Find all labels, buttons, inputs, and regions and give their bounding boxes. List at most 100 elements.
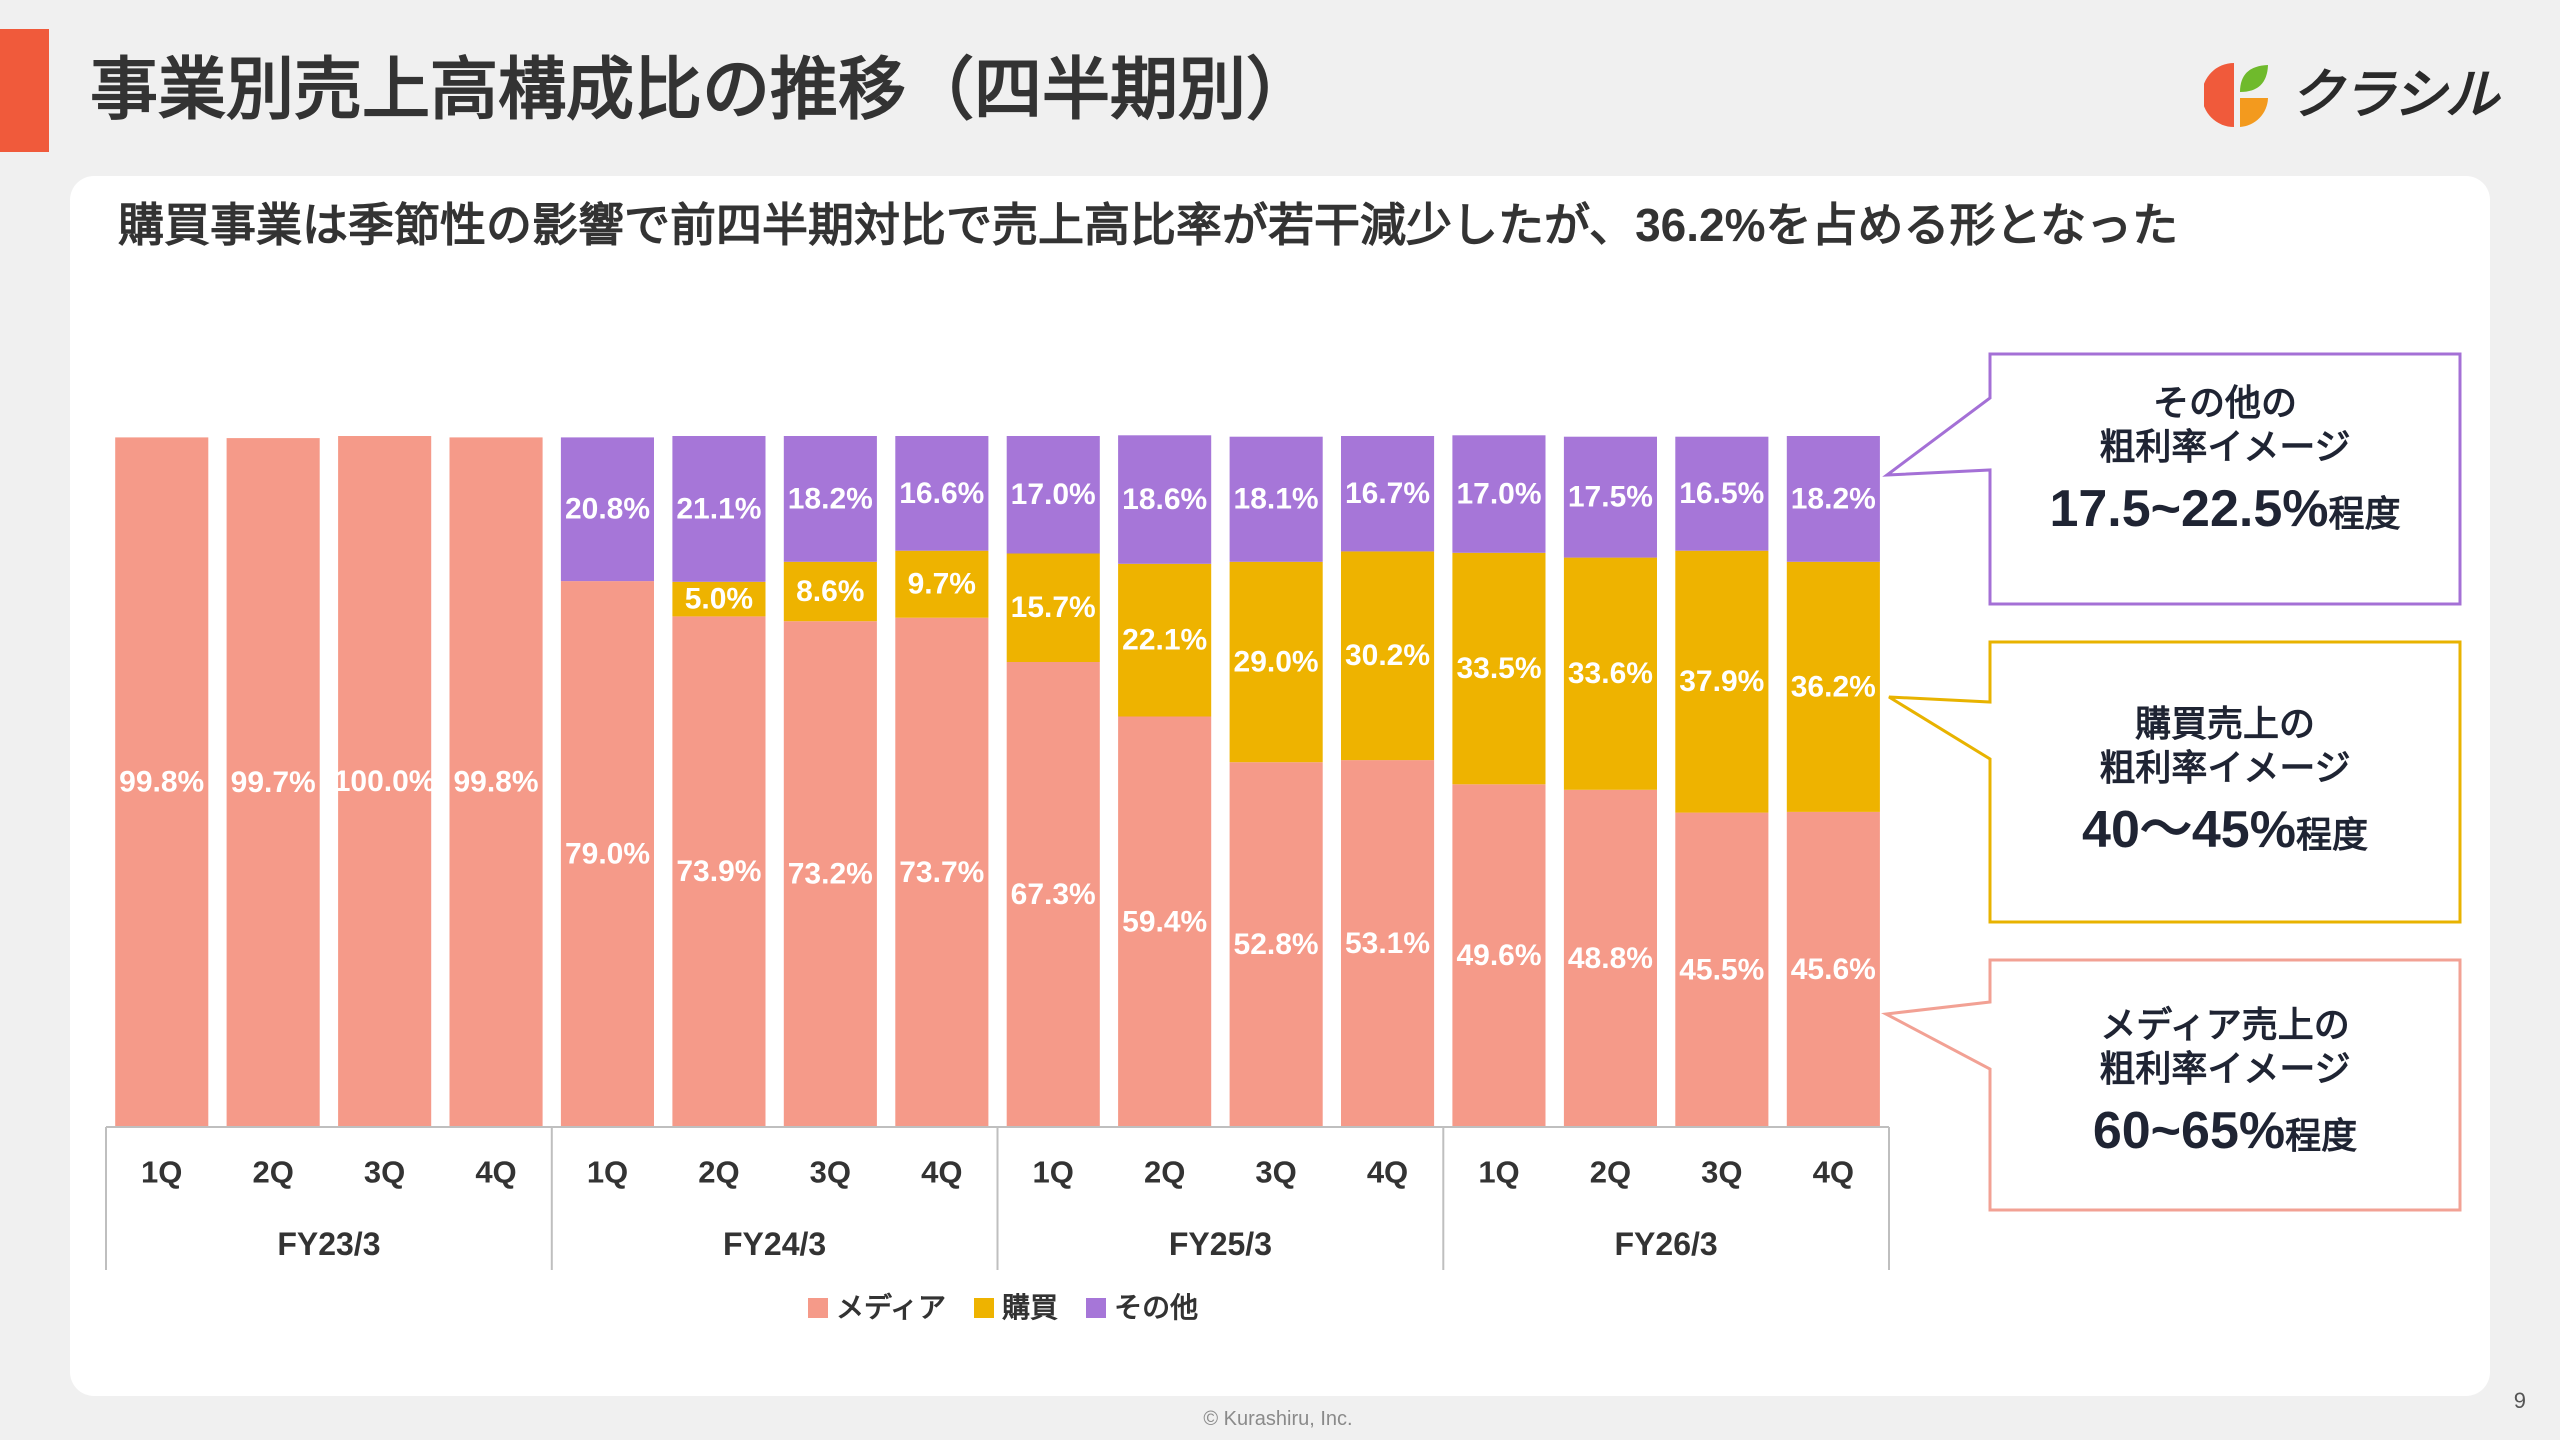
quarter-label: 4Q [475,1155,516,1190]
bar-segment [1675,436,1769,551]
bar-segment [560,437,654,582]
bar-segment [115,437,209,1127]
data-label: 73.9% [676,855,761,888]
data-label: 5.0% [685,583,753,616]
callout-line: 購買売上の [2134,703,2315,744]
bar-segment [1563,436,1657,558]
legend-swatch [974,1298,995,1318]
data-label: 73.2% [788,858,873,891]
fiscal-year-label: FY26/3 [1615,1226,1718,1262]
bar-segment [1786,561,1880,812]
bar-segment [783,621,877,1127]
data-label: 53.1% [1345,927,1430,960]
bar-segment [895,617,989,1127]
bar-segment [1229,762,1323,1127]
quarter-label: 2Q [253,1155,294,1190]
callout-line: 粗利率イメージ [2099,426,2351,467]
data-label: 9.7% [908,568,976,601]
callout-line: 粗利率イメージ [2099,747,2351,788]
legend-swatch [1086,1298,1107,1318]
data-label: 67.3% [1011,878,1096,911]
quarter-label: 1Q [1033,1155,1074,1190]
data-label: 16.7% [1345,477,1430,510]
callouts-layer [1881,352,2462,1212]
callout-value: 60~65% [2092,1102,2286,1160]
legend-item-purchase: 購買 [974,1290,1058,1326]
bar-segment [1118,716,1212,1127]
brand-logo: クラシル [2204,60,2499,130]
data-label: 73.7% [899,856,984,889]
callout-box-media [1881,958,2462,1212]
callout-value: 40〜45% [2082,801,2296,859]
callout-value: 17.5~22.5% [2049,480,2329,538]
callout-box-purchase [1888,640,2462,924]
data-label: 15.7% [1011,591,1096,624]
bar-segment [1675,812,1769,1127]
callout-box-other [1882,352,2462,606]
callout-line: その他の [2152,382,2297,423]
quarter-label: 3Q [1255,1155,1296,1190]
quarter-label: 1Q [141,1155,182,1190]
legend-label: 購買 [1002,1292,1059,1323]
title-accent-bar [0,29,49,152]
bar-segment [1341,551,1435,761]
bar-segment [672,436,766,582]
quarter-label: 3Q [364,1155,405,1190]
footer-copyright: © Kurashiru, Inc. [1203,1408,1353,1430]
bar-segment [783,436,877,562]
bar-segment [1006,553,1100,662]
quarter-label: 2Q [698,1155,739,1190]
data-label: 99.8% [453,766,538,799]
data-label: 20.8% [565,493,650,526]
bar-segment [1452,435,1546,553]
bar-segment [1229,436,1323,562]
callout-suffix: 程度 [2295,814,2368,855]
callout-value-row: 60~65%程度 [1990,1091,2460,1171]
slide-subtitle: 購買事業は季節性の影響で前四半期対比で売上高比率が若干減少したが、36.2%を占… [118,199,2179,251]
quarter-label: 4Q [921,1155,962,1190]
data-label: 21.1% [676,492,761,525]
data-label: 33.5% [1456,652,1541,685]
data-label: 22.1% [1122,624,1207,657]
fiscal-year-label: FY23/3 [277,1226,380,1262]
bar-segment [1675,550,1769,813]
callout-value-row: 17.5~22.5%程度 [1990,469,2460,549]
bar-segment [1006,662,1100,1127]
page-title: 事業別売上高構成比の推移（四半期別） [90,52,1315,128]
bar-segment [895,550,989,618]
data-label: 79.0% [565,838,650,871]
data-label: 100.0% [334,765,436,798]
bar-segment [1341,760,1435,1127]
bar-segment [226,438,320,1128]
bar-segment [560,581,654,1127]
bar-segment [895,436,989,551]
bar-segment [1786,436,1880,562]
x-axis: 1Q 2Q 3Q 4Q 1Q 2Q 3Q 4Q 1Q 2Q 3Q 4Q 1Q 2Q 3Q 4Q FY23/3 FY… [105,1126,1890,1270]
data-label: 99.8% [119,766,204,799]
fiscal-year-label: FY24/3 [723,1226,826,1262]
bar-segment [338,436,432,1127]
data-label: 99.7% [231,766,316,799]
bar-segment [783,561,877,622]
data-label: 18.1% [1234,483,1319,516]
legend-label: メディア [836,1292,947,1323]
bar-segment [1452,552,1546,785]
data-label: 16.6% [899,477,984,510]
callout-other-text: その他の 粗利率イメージ 17.5~22.5%程度 [1990,381,2460,549]
bar-segment [1563,557,1657,790]
data-label: 18.2% [1791,482,1876,515]
kurashiru-logo-icon [2204,63,2268,127]
brand-logo-text: クラシル [2290,65,2499,125]
legend-item-media: メディア [808,1290,946,1326]
bar-segment [1229,561,1323,763]
bar-segment [1118,563,1212,717]
quarter-label: 2Q [1144,1155,1185,1190]
data-label: 8.6% [796,575,864,608]
quarter-label: 2Q [1590,1155,1631,1190]
legend-label: その他 [1114,1292,1199,1323]
bar-segment [1452,784,1546,1127]
data-label: 45.6% [1791,953,1876,986]
data-label: 37.9% [1679,665,1764,698]
legend-item-other: その他 [1086,1290,1198,1326]
